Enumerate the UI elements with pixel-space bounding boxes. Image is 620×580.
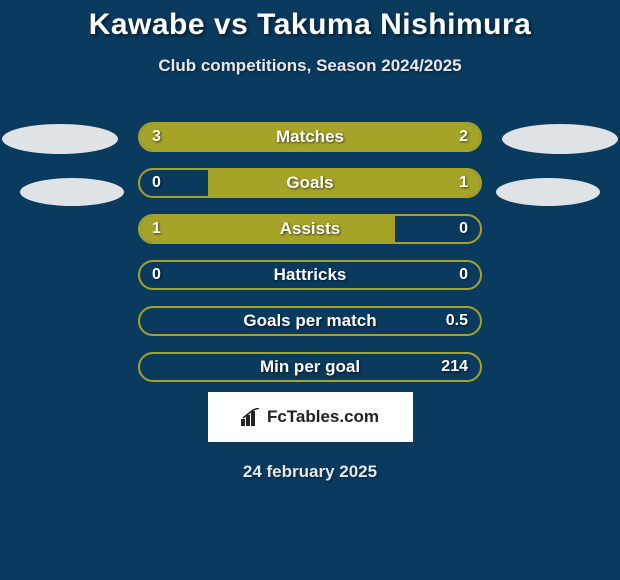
infographic-container: Kawabe vs Takuma Nishimura Club competit… bbox=[0, 0, 620, 482]
subtitle: Club competitions, Season 2024/2025 bbox=[0, 56, 620, 76]
bar-value-left: 1 bbox=[152, 220, 161, 238]
stat-bar: Goals per match0.5 bbox=[138, 306, 482, 336]
bar-value-right: 2 bbox=[459, 128, 468, 146]
player-right-ellipse-2 bbox=[496, 178, 600, 206]
bar-value-right: 1 bbox=[459, 174, 468, 192]
player-right-ellipse-1 bbox=[502, 124, 618, 154]
fctables-logo-icon bbox=[241, 408, 261, 426]
stat-bar: Matches3 2 bbox=[138, 122, 482, 152]
stat-bar: Min per goal214 bbox=[138, 352, 482, 382]
bar-value-right: 214 bbox=[441, 358, 468, 376]
page-title: Kawabe vs Takuma Nishimura bbox=[0, 8, 620, 42]
bar-label: Assists bbox=[140, 219, 480, 239]
bar-label: Goals per match bbox=[140, 311, 480, 331]
bar-value-right: 0 bbox=[459, 220, 468, 238]
date-label: 24 february 2025 bbox=[0, 462, 620, 482]
bar-value-left: 0 bbox=[152, 174, 161, 192]
bar-label: Matches bbox=[140, 127, 480, 147]
bar-value-left: 3 bbox=[152, 128, 161, 146]
bar-value-right: 0.5 bbox=[446, 312, 468, 330]
stat-bar: Hattricks0 0 bbox=[138, 260, 482, 290]
bar-label: Hattricks bbox=[140, 265, 480, 285]
logo-text: FcTables.com bbox=[267, 407, 379, 427]
player-left-ellipse-2 bbox=[20, 178, 124, 206]
stat-bar: Goals0 1 bbox=[138, 168, 482, 198]
comparison-bars: Matches32Goals01Assists10Hattricks00Goal… bbox=[138, 122, 482, 398]
player-left-ellipse-1 bbox=[2, 124, 118, 154]
bar-value-left: 0 bbox=[152, 266, 161, 284]
logo-box: FcTables.com bbox=[208, 392, 413, 442]
bar-label: Min per goal bbox=[140, 357, 480, 377]
chart-area: Matches32Goals01Assists10Hattricks00Goal… bbox=[0, 110, 620, 380]
stat-bar: Assists1 0 bbox=[138, 214, 482, 244]
bar-label: Goals bbox=[140, 173, 480, 193]
bar-value-right: 0 bbox=[459, 266, 468, 284]
